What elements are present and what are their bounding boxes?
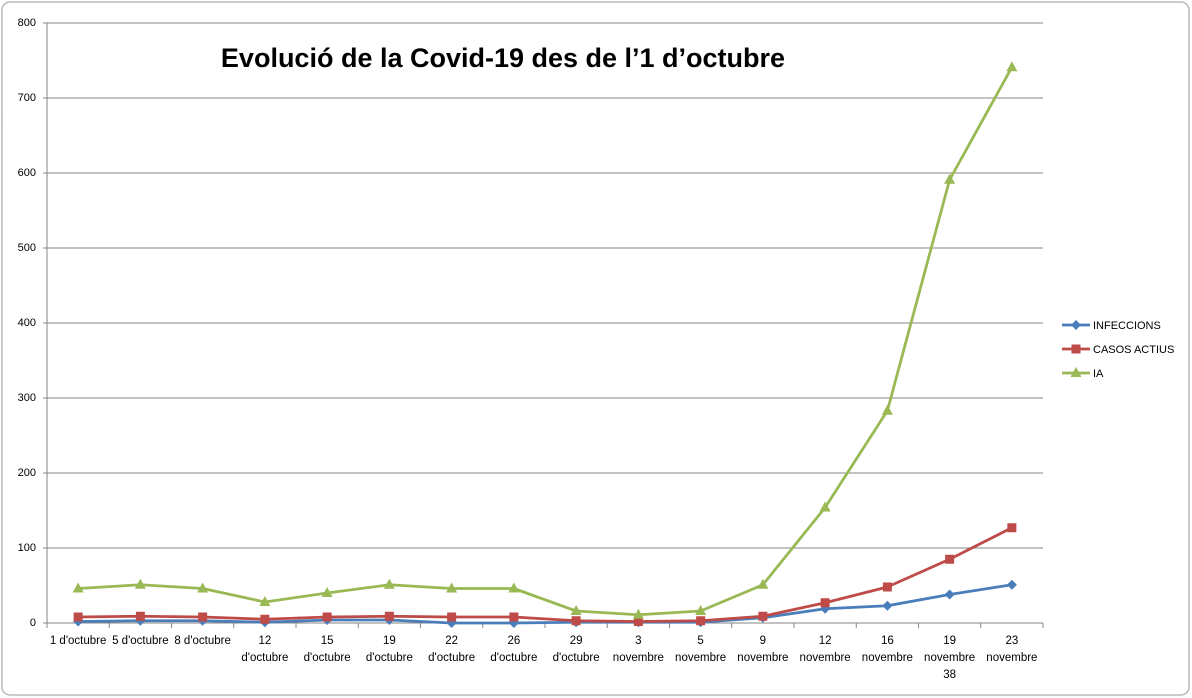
point xyxy=(570,605,582,615)
point xyxy=(758,611,768,621)
point xyxy=(134,578,146,589)
legend-label: INFECCIONS xyxy=(1093,320,1161,332)
legend-label: IA xyxy=(1093,368,1104,380)
point xyxy=(696,616,706,626)
x-tick-label: 16 novembre xyxy=(862,635,913,664)
y-tick-label: 500 xyxy=(18,242,36,254)
point xyxy=(633,617,643,626)
point xyxy=(508,582,520,593)
point xyxy=(945,554,955,564)
point xyxy=(1006,579,1017,590)
x-tick-label: 1 d'octubre xyxy=(50,635,107,647)
y-tick-label: 0 xyxy=(30,617,36,629)
y-tick-label: 400 xyxy=(18,317,36,329)
point xyxy=(819,501,831,512)
legend-marker xyxy=(1070,367,1082,377)
x-tick-label: 29 d'octubre xyxy=(553,635,600,664)
point xyxy=(882,582,892,592)
y-tick-label: 600 xyxy=(18,167,36,179)
point xyxy=(509,612,519,622)
point xyxy=(944,173,956,184)
series xyxy=(72,61,1018,619)
point xyxy=(72,582,84,593)
x-tick-label: 12 novembre xyxy=(800,635,851,664)
point xyxy=(757,578,769,589)
x-tick-label: 8 d'octubre xyxy=(174,635,231,647)
point xyxy=(73,612,83,622)
x-tick-label: 5 d'octubre xyxy=(112,635,169,647)
point xyxy=(383,578,395,589)
point xyxy=(881,404,893,415)
legend-marker xyxy=(1071,344,1081,354)
point xyxy=(446,582,458,593)
series-line xyxy=(78,583,1013,625)
point xyxy=(135,611,145,621)
x-tick-label: 23 novembre xyxy=(986,635,1037,664)
y-tick-label: 100 xyxy=(18,542,36,554)
point xyxy=(384,611,394,621)
point xyxy=(820,598,830,608)
point xyxy=(321,587,333,597)
point xyxy=(322,612,332,622)
y-tick-label: 200 xyxy=(18,467,36,479)
point xyxy=(632,608,644,619)
x-tick-label: 9 novembre xyxy=(737,635,788,664)
point xyxy=(944,589,955,600)
x-tick-label: 19 d'octubre xyxy=(366,635,413,664)
point xyxy=(260,614,270,624)
series-line xyxy=(78,526,1013,623)
legend-label: CASOS ACTIUS xyxy=(1093,344,1174,356)
point xyxy=(198,612,208,622)
point xyxy=(695,605,707,615)
point xyxy=(882,600,893,611)
x-tick-label: 12 d'octubre xyxy=(241,635,288,664)
y-tick-label: 700 xyxy=(18,92,36,104)
x-tick-label: 3 novembre xyxy=(613,635,664,664)
point xyxy=(447,612,457,622)
x-tick-label: 19 novembre 38 xyxy=(924,635,975,681)
x-tick-label: 15 d'octubre xyxy=(304,635,351,664)
legend-marker xyxy=(1071,320,1081,330)
series xyxy=(73,523,1017,626)
point xyxy=(1006,61,1018,72)
y-tick-label: 800 xyxy=(18,17,36,29)
point xyxy=(1007,523,1017,533)
point xyxy=(259,596,271,606)
point xyxy=(571,616,581,626)
x-tick-label: 5 novembre xyxy=(675,635,726,664)
x-tick-label: 26 d'octubre xyxy=(490,635,537,664)
y-tick-label: 300 xyxy=(18,392,36,404)
point xyxy=(197,582,209,593)
chart-title: Evolució de la Covid-19 des de l’1 d’oct… xyxy=(221,43,785,73)
x-tick-label: 22 d'octubre xyxy=(428,635,475,664)
series-line xyxy=(78,66,1014,617)
